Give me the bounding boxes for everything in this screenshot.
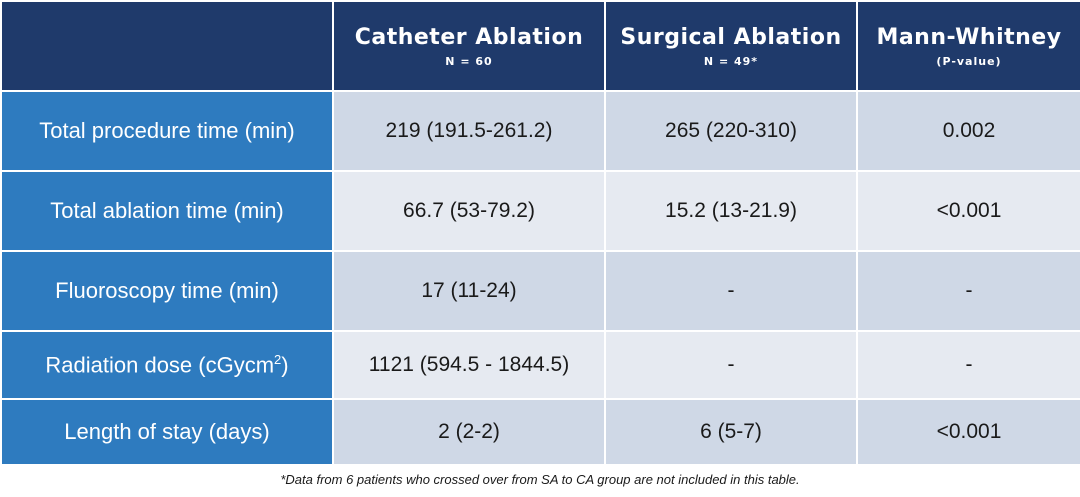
table-row: Radiation dose (cGycm2) 1121 (594.5 - 18…: [2, 332, 1080, 398]
header-catheter-ablation: Catheter Ablation N = 60: [334, 2, 604, 90]
table-row: Total procedure time (min) 219 (191.5-26…: [2, 92, 1080, 170]
p-value: -: [858, 332, 1080, 398]
row-label: Fluoroscopy time (min): [2, 252, 332, 330]
catheter-value: 66.7 (53-79.2): [334, 172, 604, 250]
row-label: Total ablation time (min): [2, 172, 332, 250]
p-value: 0.002: [858, 92, 1080, 170]
row-label: Length of stay (days): [2, 400, 332, 464]
header-row: Catheter Ablation N = 60 Surgical Ablati…: [2, 2, 1080, 90]
row-label-superscript: 2: [274, 351, 282, 367]
header-empty-cell: [2, 2, 332, 90]
row-label-end: ): [281, 352, 289, 378]
surgical-value: 15.2 (13-21.9): [606, 172, 856, 250]
catheter-value: 1121 (594.5 - 1844.5): [334, 332, 604, 398]
surgical-value: 265 (220-310): [606, 92, 856, 170]
header-subtitle: N = 60: [445, 54, 493, 68]
catheter-value: 2 (2-2): [334, 400, 604, 464]
header-surgical-ablation: Surgical Ablation N = 49*: [606, 2, 856, 90]
results-table: Catheter Ablation N = 60 Surgical Ablati…: [0, 0, 1080, 466]
table-row: Length of stay (days) 2 (2-2) 6 (5-7) <0…: [2, 400, 1080, 464]
surgical-value: 6 (5-7): [606, 400, 856, 464]
row-label-main: Radiation dose (cGycm: [45, 352, 275, 378]
p-value: <0.001: [858, 400, 1080, 464]
header-mann-whitney: Mann-Whitney (P-value): [858, 2, 1080, 90]
header-subtitle: N = 49*: [703, 54, 759, 68]
header-subtitle: (P-value): [936, 54, 1002, 68]
surgical-value: -: [606, 332, 856, 398]
p-value: <0.001: [858, 172, 1080, 250]
header-title: Surgical Ablation: [620, 24, 842, 50]
header-title: Catheter Ablation: [354, 24, 584, 50]
header-title: Mann-Whitney: [876, 24, 1062, 50]
catheter-value: 219 (191.5-261.2): [334, 92, 604, 170]
table-row: Fluoroscopy time (min) 17 (11-24) - -: [2, 252, 1080, 330]
p-value: -: [858, 252, 1080, 330]
row-label: Radiation dose (cGycm2): [2, 332, 332, 398]
table-row: Total ablation time (min) 66.7 (53-79.2)…: [2, 172, 1080, 250]
catheter-value: 17 (11-24): [334, 252, 604, 330]
row-label: Total procedure time (min): [2, 92, 332, 170]
surgical-value: -: [606, 252, 856, 330]
table-footnote: *Data from 6 patients who crossed over f…: [280, 472, 800, 487]
